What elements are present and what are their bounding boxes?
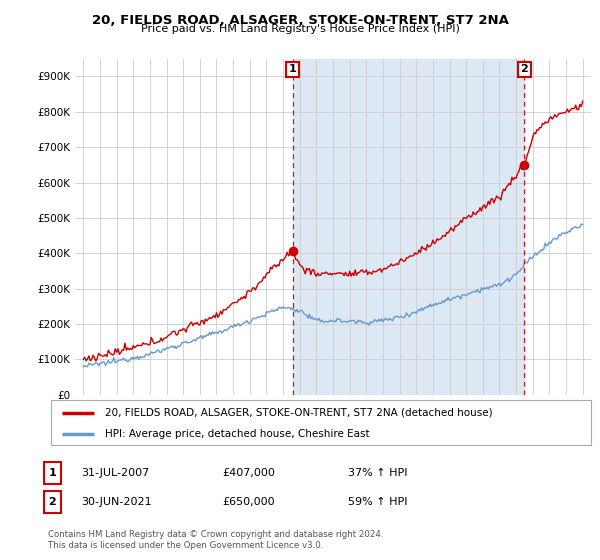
Text: 2: 2: [521, 64, 528, 74]
Text: 2: 2: [49, 497, 56, 507]
Text: Price paid vs. HM Land Registry's House Price Index (HPI): Price paid vs. HM Land Registry's House …: [140, 24, 460, 34]
Bar: [293, 59, 524, 395]
Text: 59% ↑ HPI: 59% ↑ HPI: [348, 497, 407, 507]
Text: 1: 1: [49, 468, 56, 478]
Text: 1: 1: [289, 64, 296, 74]
Text: £650,000: £650,000: [222, 497, 275, 507]
Text: Contains HM Land Registry data © Crown copyright and database right 2024.
This d: Contains HM Land Registry data © Crown c…: [48, 530, 383, 550]
Text: 37% ↑ HPI: 37% ↑ HPI: [348, 468, 407, 478]
Text: 31-JUL-2007: 31-JUL-2007: [81, 468, 149, 478]
Text: 30-JUN-2021: 30-JUN-2021: [81, 497, 152, 507]
Text: 20, FIELDS ROAD, ALSAGER, STOKE-ON-TRENT, ST7 2NA: 20, FIELDS ROAD, ALSAGER, STOKE-ON-TRENT…: [92, 14, 508, 27]
Text: £407,000: £407,000: [222, 468, 275, 478]
Text: 20, FIELDS ROAD, ALSAGER, STOKE-ON-TRENT, ST7 2NA (detached house): 20, FIELDS ROAD, ALSAGER, STOKE-ON-TRENT…: [105, 408, 493, 418]
Text: HPI: Average price, detached house, Cheshire East: HPI: Average price, detached house, Ches…: [105, 428, 370, 438]
